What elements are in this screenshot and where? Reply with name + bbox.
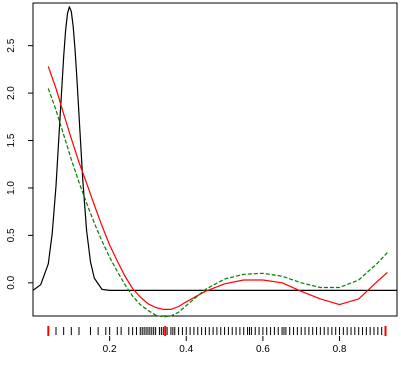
y-tick-label: 1.5 bbox=[6, 133, 17, 147]
series-layer bbox=[32, 6, 397, 318]
y-tick-label: 2.5 bbox=[6, 38, 17, 52]
series-line-1 bbox=[32, 6, 397, 291]
y-tick-label: 0.0 bbox=[6, 275, 17, 289]
x-tick-label: 0.4 bbox=[179, 344, 193, 355]
x-tick-label: 0.6 bbox=[256, 344, 270, 355]
y-tick-label: 1.0 bbox=[6, 181, 17, 195]
y-axis: 0.0 0.5 1.0 1.5 2.0 2.5 bbox=[6, 38, 33, 290]
y-tick-label: 0.5 bbox=[6, 228, 17, 242]
x-axis: 0.2 0.4 0.6 0.8 bbox=[103, 336, 347, 355]
x-tick-label: 0.8 bbox=[333, 344, 347, 355]
series-line-3 bbox=[47, 88, 388, 318]
y-tick-label: 2.0 bbox=[6, 86, 17, 100]
x-tick-label: 0.2 bbox=[103, 344, 117, 355]
plot-frame bbox=[32, 2, 398, 317]
rug-layer bbox=[47, 326, 387, 336]
series-line-2 bbox=[47, 66, 388, 310]
